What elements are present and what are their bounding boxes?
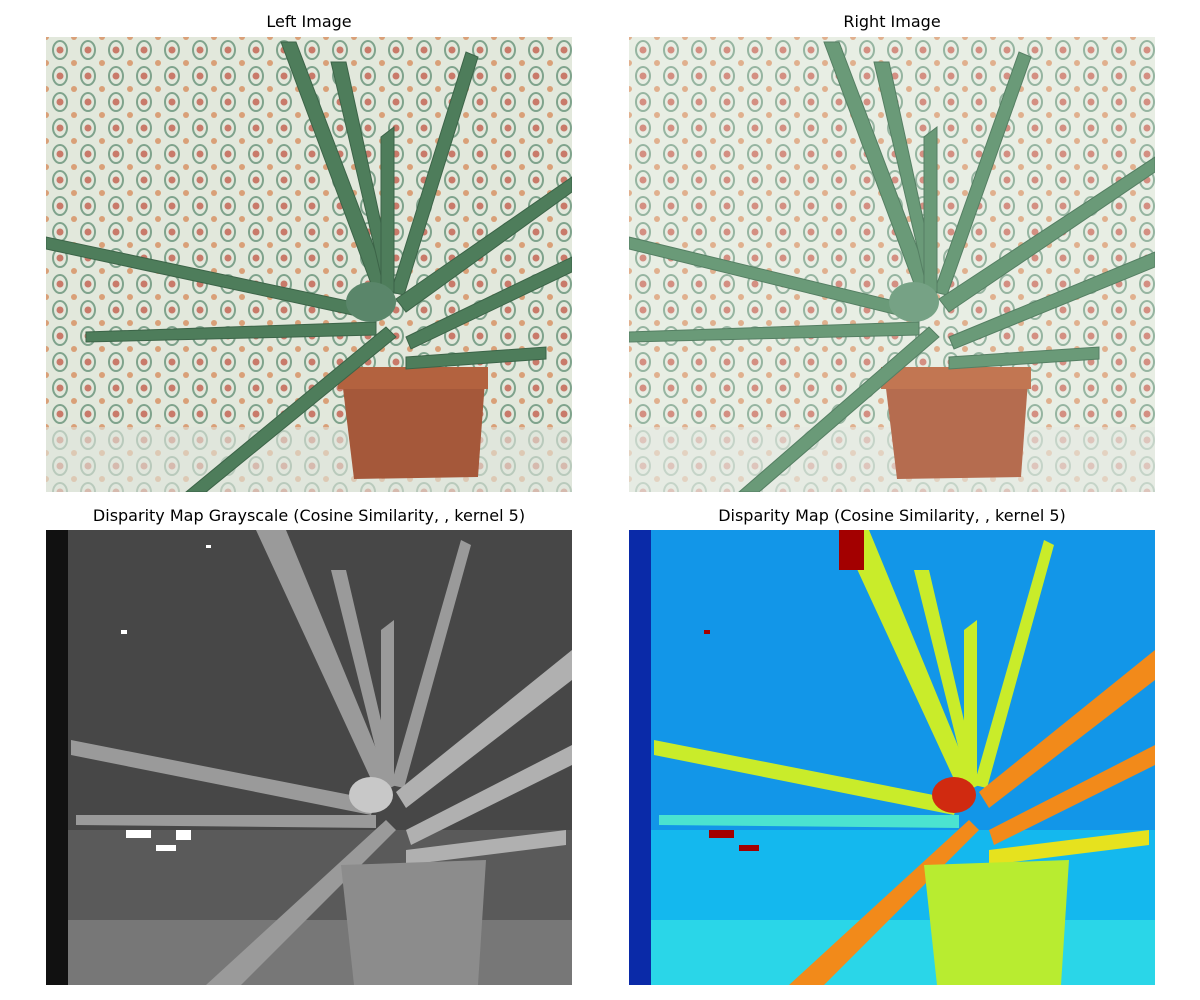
disparity-color-graphic [629, 530, 1155, 985]
disparity-grayscale-map [46, 530, 572, 985]
right-image-title: Right Image [843, 12, 941, 31]
left-image-title: Left Image [266, 12, 352, 31]
right-image-graphic [629, 37, 1155, 492]
right-image [629, 37, 1155, 492]
disparity-color-map [629, 530, 1155, 985]
disparity-grayscale-title: Disparity Map Grayscale (Cosine Similari… [92, 506, 526, 525]
left-image [46, 37, 572, 492]
disparity-grayscale-graphic [46, 530, 572, 985]
disparity-color-title: Disparity Map (Cosine Similarity, , kern… [718, 506, 1066, 525]
left-image-graphic [46, 37, 572, 492]
